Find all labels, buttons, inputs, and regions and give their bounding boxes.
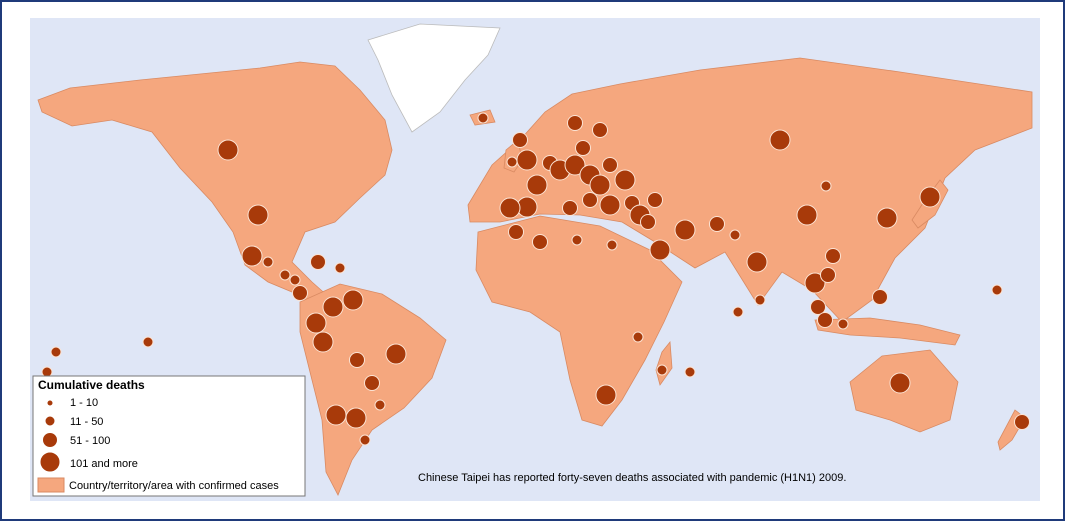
death-marker [142, 336, 154, 348]
death-marker [825, 248, 841, 264]
death-marker [292, 285, 308, 301]
death-marker [810, 299, 826, 315]
death-marker [506, 156, 518, 168]
north-america [37, 61, 393, 306]
death-marker [312, 331, 334, 353]
death-marker [512, 132, 528, 148]
death-marker [241, 245, 263, 267]
death-marker [709, 216, 725, 232]
note: Chinese Taipei has reported forty-seven … [418, 472, 846, 484]
death-marker [499, 197, 521, 219]
death-marker [817, 312, 833, 328]
death-marker [345, 407, 367, 429]
death-marker [640, 214, 656, 230]
landmasses [37, 23, 1033, 496]
death-marker [305, 312, 327, 334]
death-marker [769, 129, 791, 151]
death-marker [322, 296, 344, 318]
death-marker [614, 169, 636, 191]
death-marker [632, 331, 644, 343]
legend-symbol [42, 432, 58, 448]
death-marker [684, 366, 696, 378]
death-marker [217, 139, 239, 161]
death-markers [41, 112, 1030, 446]
death-marker [279, 269, 291, 281]
death-marker [804, 272, 826, 294]
death-marker [385, 343, 407, 365]
death-marker [359, 434, 371, 446]
death-marker [889, 372, 911, 394]
death-marker [349, 352, 365, 368]
death-marker [592, 122, 608, 138]
death-marker [526, 174, 548, 196]
death-marker [567, 115, 583, 131]
death-marker [532, 234, 548, 250]
legend-symbol [39, 451, 61, 473]
greenland [367, 23, 501, 133]
death-marker [508, 224, 524, 240]
legend-symbol [44, 415, 56, 427]
death-marker [649, 239, 671, 261]
death-marker [364, 375, 380, 391]
death-marker [571, 234, 583, 246]
death-marker [325, 404, 347, 426]
death-marker [310, 254, 326, 270]
death-marker [564, 154, 586, 176]
death-marker [872, 289, 888, 305]
death-marker [582, 192, 598, 208]
death-marker [477, 112, 489, 124]
death-marker [837, 318, 849, 330]
death-marker [262, 256, 274, 268]
death-marker [606, 239, 618, 251]
legend-swatch [37, 477, 65, 493]
death-marker [919, 186, 941, 208]
death-marker [876, 207, 898, 229]
legend-area-label: Country/territory/area with confirmed ca… [69, 480, 279, 492]
death-marker [342, 289, 364, 311]
death-marker [796, 204, 818, 226]
death-marker [516, 149, 538, 171]
death-marker [334, 262, 346, 274]
death-marker [656, 364, 668, 376]
indonesia [814, 317, 961, 346]
death-marker [595, 384, 617, 406]
legend-symbol [46, 399, 54, 407]
death-marker [991, 284, 1003, 296]
death-marker [50, 346, 62, 358]
death-marker [820, 267, 836, 283]
eurasia [467, 57, 1033, 323]
death-marker [374, 399, 386, 411]
legend: Cumulative deaths 1 - 10 11 - 50 51 - 10… [32, 375, 306, 497]
death-marker [754, 294, 766, 306]
death-marker [746, 251, 768, 273]
legend-item: 11 - 50 [70, 416, 103, 428]
legend-item: 101 and more [70, 458, 138, 470]
legend-item: 51 - 100 [70, 435, 110, 447]
legend-item: 1 - 10 [70, 397, 98, 409]
death-marker [575, 140, 591, 156]
death-marker [674, 219, 696, 241]
legend-title: Cumulative deaths [38, 378, 145, 392]
death-marker [732, 306, 744, 318]
death-marker [289, 274, 301, 286]
death-marker [599, 194, 621, 216]
death-marker [647, 192, 663, 208]
death-marker [562, 200, 578, 216]
africa [475, 215, 683, 427]
death-marker [729, 229, 741, 241]
death-marker [602, 157, 618, 173]
death-marker [1014, 414, 1030, 430]
death-marker [589, 174, 611, 196]
death-marker [820, 180, 832, 192]
death-marker [247, 204, 269, 226]
legend-box [32, 375, 306, 497]
